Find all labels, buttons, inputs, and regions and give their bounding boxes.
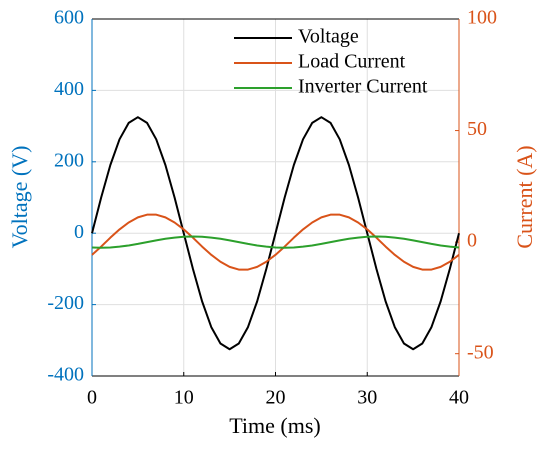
x-tick-label: 20 bbox=[266, 387, 286, 409]
y2-tick-label: 0 bbox=[467, 230, 477, 252]
y-tick-label: -200 bbox=[47, 292, 84, 314]
legend-label: Load Current bbox=[298, 51, 406, 73]
legend-label: Inverter Current bbox=[298, 76, 428, 98]
x-tick-label: 40 bbox=[449, 387, 469, 409]
y-tick-label: 400 bbox=[54, 78, 84, 100]
legend-label: Voltage bbox=[298, 26, 359, 48]
y2-tick-label: 50 bbox=[467, 118, 487, 140]
series-line bbox=[91, 235, 460, 249]
y2-axis-label: Current (A) bbox=[512, 145, 537, 248]
y-tick-label: -400 bbox=[47, 364, 84, 386]
y2-tick-label: 100 bbox=[467, 7, 497, 29]
series-line bbox=[91, 213, 460, 271]
x-tick-label: 30 bbox=[357, 387, 377, 409]
x-axis-label: Time (ms) bbox=[229, 413, 320, 438]
y2-tick-label: -50 bbox=[467, 341, 494, 363]
series-line bbox=[91, 116, 460, 351]
y-tick-label: 200 bbox=[54, 149, 84, 171]
y-axis-label: Voltage (V) bbox=[7, 146, 32, 249]
x-tick-label: 10 bbox=[174, 387, 194, 409]
y-tick-label: 600 bbox=[54, 7, 84, 29]
x-tick-label: 0 bbox=[87, 387, 97, 409]
y-tick-label: 0 bbox=[74, 221, 84, 243]
